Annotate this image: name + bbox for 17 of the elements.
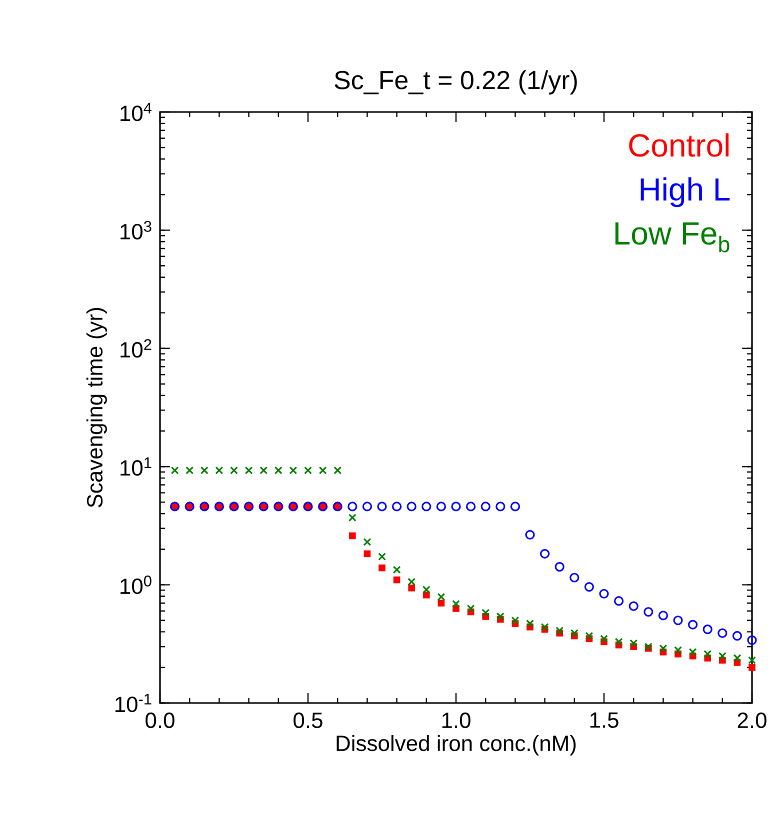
x-tick-label: 1.5 [590, 712, 618, 728]
x-tick-label: 0.0 [146, 712, 174, 728]
text: Control [629, 133, 729, 157]
chart-title: Sc_Fe_t = 0.22 (1/yr) [334, 70, 577, 94]
y-tick-label: 10$^{0}$ [120, 576, 152, 594]
x-tick-label: 1.0 [442, 712, 470, 728]
y-tick-label: 10$^{3}$ [120, 220, 152, 240]
text: High L [640, 177, 730, 208]
x-axis-title: Dissolved iron conc.(nM) [336, 734, 576, 756]
text: Low Fe$_{b}$ [615, 222, 730, 252]
y-axis-title: Scavenging time (yr) [86, 308, 107, 508]
y-tick-label: 10$^{4}$ [120, 102, 152, 122]
x-tick-label: 0.5 [294, 712, 322, 728]
y-tick-label: 10$^{-1}$ [115, 694, 152, 712]
y-tick-label: 10$^{1}$ [120, 457, 152, 476]
x-tick-label: 2.0 [738, 712, 766, 728]
y-tick-label: 10$^{2}$ [120, 339, 152, 358]
